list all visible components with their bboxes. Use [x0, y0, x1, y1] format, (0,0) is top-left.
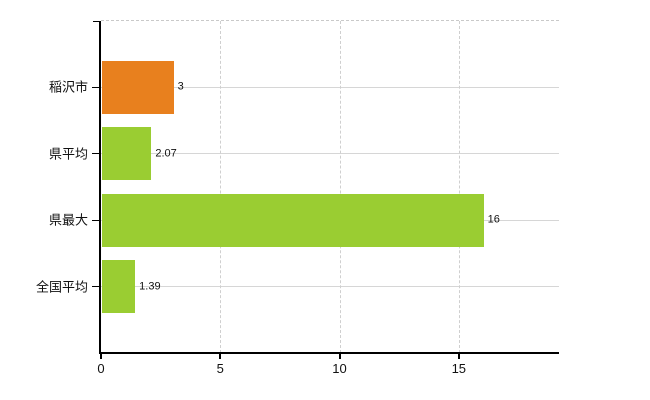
x-axis-tick: [100, 354, 102, 359]
y-axis-tick: [92, 286, 100, 288]
y-axis-tick: [92, 153, 100, 155]
y-axis-tick: [92, 219, 100, 221]
plot-top-border: [101, 20, 559, 21]
bar-3: [102, 260, 136, 314]
gridline-horizontal: [101, 153, 559, 155]
x-axis-tick: [338, 354, 341, 359]
x-axis-tick: [219, 354, 222, 359]
bar-value-label: 16: [487, 213, 500, 226]
gridline-vertical: [339, 21, 341, 353]
y-axis-top-tick: [93, 21, 100, 22]
gridline-horizontal: [101, 86, 559, 88]
x-axis-tick-label: 0: [97, 361, 105, 376]
y-axis-tick: [92, 86, 100, 88]
bar-value-label: 2.07: [155, 147, 177, 160]
bar-1: [102, 127, 152, 181]
gridline-horizontal: [101, 286, 559, 288]
category-label: 県平均: [48, 146, 88, 162]
x-axis-tick: [457, 354, 460, 359]
category-label: 全国平均: [35, 279, 88, 295]
gridline-vertical: [458, 21, 460, 353]
x-axis-tick-label: 15: [451, 361, 467, 376]
category-label: 稲沢市: [48, 79, 88, 95]
bar-2: [102, 193, 484, 247]
category-label: 県最大: [48, 212, 88, 228]
bar-value-label: 1.39: [139, 280, 161, 293]
bar-value-label: 3: [177, 80, 184, 93]
gridline-vertical: [220, 21, 222, 353]
y-axis-line: [99, 21, 101, 353]
x-axis-tick-label: 5: [216, 361, 224, 376]
bar-0: [102, 60, 174, 114]
x-axis-tick-label: 10: [332, 361, 347, 376]
x-axis-line: [99, 352, 559, 354]
